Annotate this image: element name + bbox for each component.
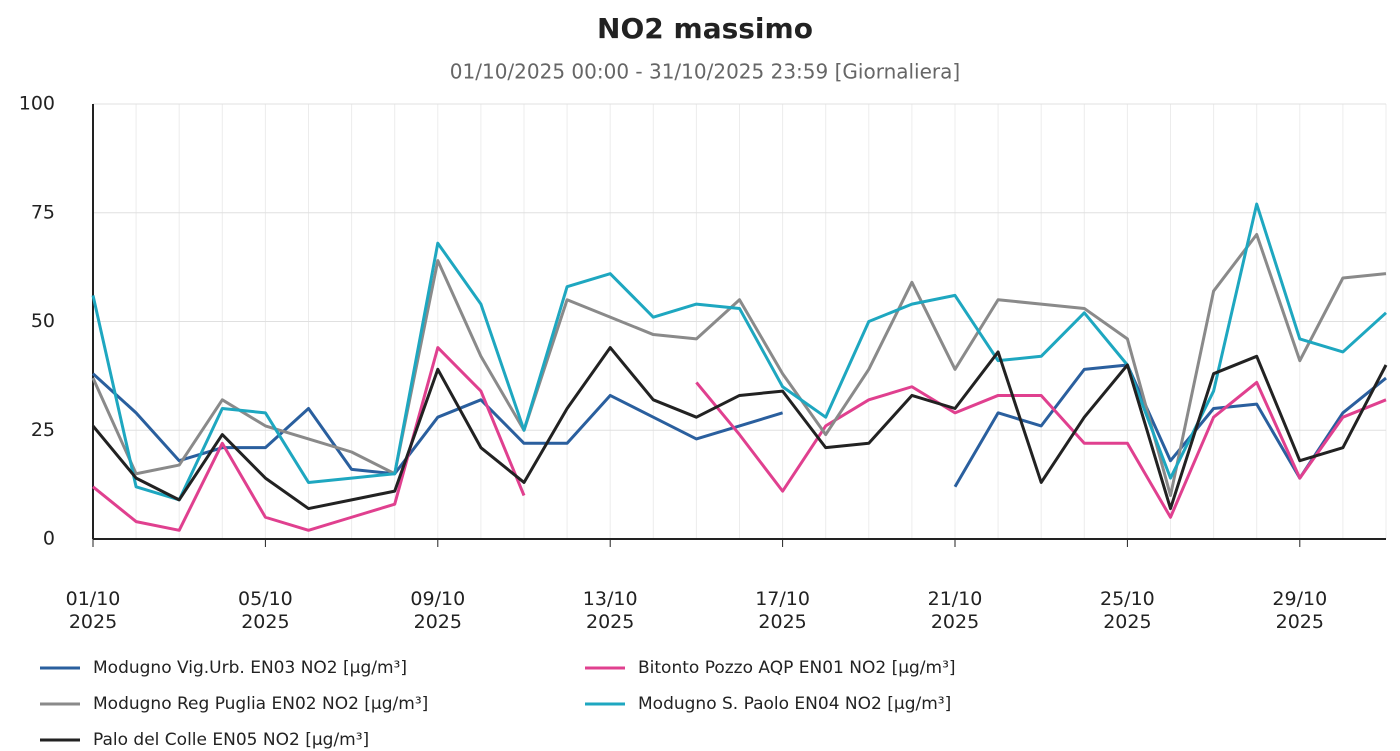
x-tick-label: 05/10 2025 xyxy=(238,588,293,633)
legend-label: Bitonto Pozzo AQP EN01 NO2 [µg/m³] xyxy=(638,658,956,678)
legend-label: Modugno Reg Puglia EN02 NO2 [µg/m³] xyxy=(93,694,428,714)
y-tick-label: 25 xyxy=(31,419,55,441)
x-tick-label: 21/10 2025 xyxy=(927,588,983,633)
y-tick-label: 100 xyxy=(19,93,55,115)
x-tick-label: 13/10 2025 xyxy=(582,588,638,633)
y-tick-label: 75 xyxy=(31,201,55,223)
series-line xyxy=(91,233,1387,497)
x-tick-label: 29/10 2025 xyxy=(1272,588,1328,633)
chart-title: NO2 massimo xyxy=(597,12,813,45)
series-line xyxy=(92,346,1387,532)
x-tick-label: 17/10 2025 xyxy=(755,588,810,633)
y-tick-label: 0 xyxy=(43,528,55,550)
series-line xyxy=(91,202,1388,502)
series-line xyxy=(91,346,1388,511)
x-tick-label: 01/10 2025 xyxy=(65,588,121,633)
x-tick-label: 09/10 2025 xyxy=(410,588,466,633)
legend-label: Modugno Vig.Urb. EN03 NO2 [µg/m³] xyxy=(93,658,407,678)
legend-label: Modugno S. Paolo EN04 NO2 [µg/m³] xyxy=(638,694,951,714)
y-tick-label: 50 xyxy=(31,310,55,332)
chart-subtitle: 01/10/2025 00:00 - 31/10/2025 23:59 [Gio… xyxy=(450,60,960,84)
x-tick-label: 25/10 2025 xyxy=(1100,588,1155,633)
legend-label: Palo del Colle EN05 NO2 [µg/m³] xyxy=(93,730,369,750)
